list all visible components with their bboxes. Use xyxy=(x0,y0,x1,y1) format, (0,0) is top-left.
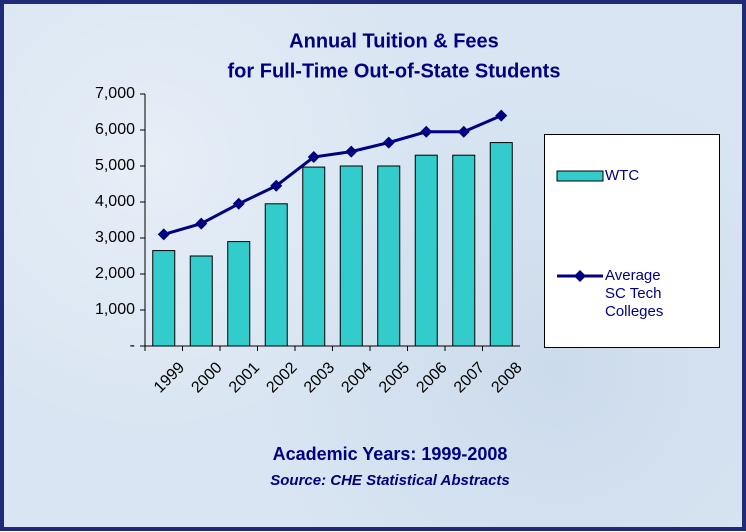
source-note: Source: CHE Statistical Abstracts xyxy=(270,472,510,489)
x-tick-label: 2001 xyxy=(226,359,263,396)
legend-swatch xyxy=(556,170,604,182)
x-tick-label: 2000 xyxy=(188,359,225,396)
legend-entry: Average SC Tech Colleges xyxy=(555,267,685,321)
x-tick-label: 2002 xyxy=(263,359,300,396)
legend-marker xyxy=(574,270,586,282)
point xyxy=(382,136,395,149)
y-tick-label: 6,000 xyxy=(95,121,135,138)
x-tick-label: 2004 xyxy=(338,359,375,396)
legend-bar-swatch xyxy=(556,170,604,182)
y-tick-label: 2,000 xyxy=(95,265,135,282)
y-tick-label: - xyxy=(130,337,135,354)
chart: Annual Tuition & Fees for Full-Time Out-… xyxy=(95,30,561,489)
y-tick-label: 1,000 xyxy=(95,301,135,318)
y-tick-label: 3,000 xyxy=(95,229,135,246)
bar xyxy=(302,166,326,347)
bar xyxy=(339,165,363,347)
line xyxy=(163,114,502,236)
legend: WTC Average SC Tech Colleges xyxy=(544,134,720,348)
legend-label: WTC xyxy=(605,167,640,184)
x-tick-label: 2006 xyxy=(413,359,450,396)
y-tick-label: 4,000 xyxy=(95,193,135,210)
x-tick-label: 2005 xyxy=(376,359,413,396)
point xyxy=(420,125,433,138)
x-tick-label: 2008 xyxy=(488,359,525,396)
point xyxy=(232,197,245,210)
point xyxy=(157,228,170,241)
legend-swatch xyxy=(557,270,603,282)
x-tick-label: 2003 xyxy=(301,359,338,396)
bar xyxy=(377,165,401,347)
bar xyxy=(452,154,476,347)
point xyxy=(345,145,358,158)
chart-title: Annual Tuition & Fees xyxy=(289,30,499,52)
x-tick-label: 1999 xyxy=(151,359,188,396)
bar xyxy=(414,154,438,347)
legend-label: Average SC Tech Colleges xyxy=(605,267,664,320)
point xyxy=(495,109,508,122)
y-tick-label: 5,000 xyxy=(95,157,135,174)
bar xyxy=(227,241,251,347)
point xyxy=(270,179,283,192)
bar xyxy=(264,203,288,347)
point xyxy=(307,151,320,163)
bar xyxy=(489,142,513,347)
point xyxy=(457,125,470,138)
point xyxy=(195,217,208,230)
x-axis-label: Academic Years: 1999-2008 xyxy=(273,444,508,464)
chart-subtitle: for Full-Time Out-of-State Students xyxy=(228,60,561,82)
y-tick-label: 7,000 xyxy=(95,85,135,102)
x-tick-label: 2007 xyxy=(451,359,488,396)
bar xyxy=(152,250,176,347)
bar xyxy=(189,255,213,347)
legend-entry: WTC xyxy=(555,167,685,185)
